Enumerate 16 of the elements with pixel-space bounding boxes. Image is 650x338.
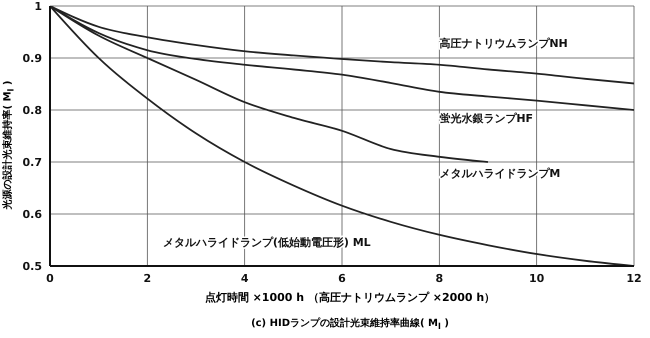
y-tick-label: 0.9 bbox=[22, 52, 42, 65]
series-label: 蛍光水銀ランプHF bbox=[439, 112, 534, 125]
x-tick-label: 4 bbox=[240, 272, 249, 285]
y-tick-label: 0.6 bbox=[22, 208, 42, 221]
x-tick-label: 8 bbox=[436, 272, 444, 285]
x-tick-label: 0 bbox=[46, 272, 54, 285]
x-tick-label: 10 bbox=[529, 272, 545, 285]
y-tick-label: 0.8 bbox=[22, 104, 42, 117]
x-tick-label: 12 bbox=[626, 272, 642, 285]
text: (c) HIDランプの設計光束維持率曲線( M$_{l}$ ) bbox=[250, 316, 450, 331]
y-tick-label: 0.5 bbox=[22, 260, 42, 273]
y-tick-label: 1 bbox=[34, 0, 42, 13]
x-axis-title: 点灯時間 ×1000 h （高圧ナトリウムランプ ×2000 h） bbox=[204, 290, 496, 305]
x-tick-label: 2 bbox=[144, 272, 152, 285]
x-tick-label: 6 bbox=[338, 272, 346, 285]
y-tick-label: 0.7 bbox=[22, 156, 42, 169]
